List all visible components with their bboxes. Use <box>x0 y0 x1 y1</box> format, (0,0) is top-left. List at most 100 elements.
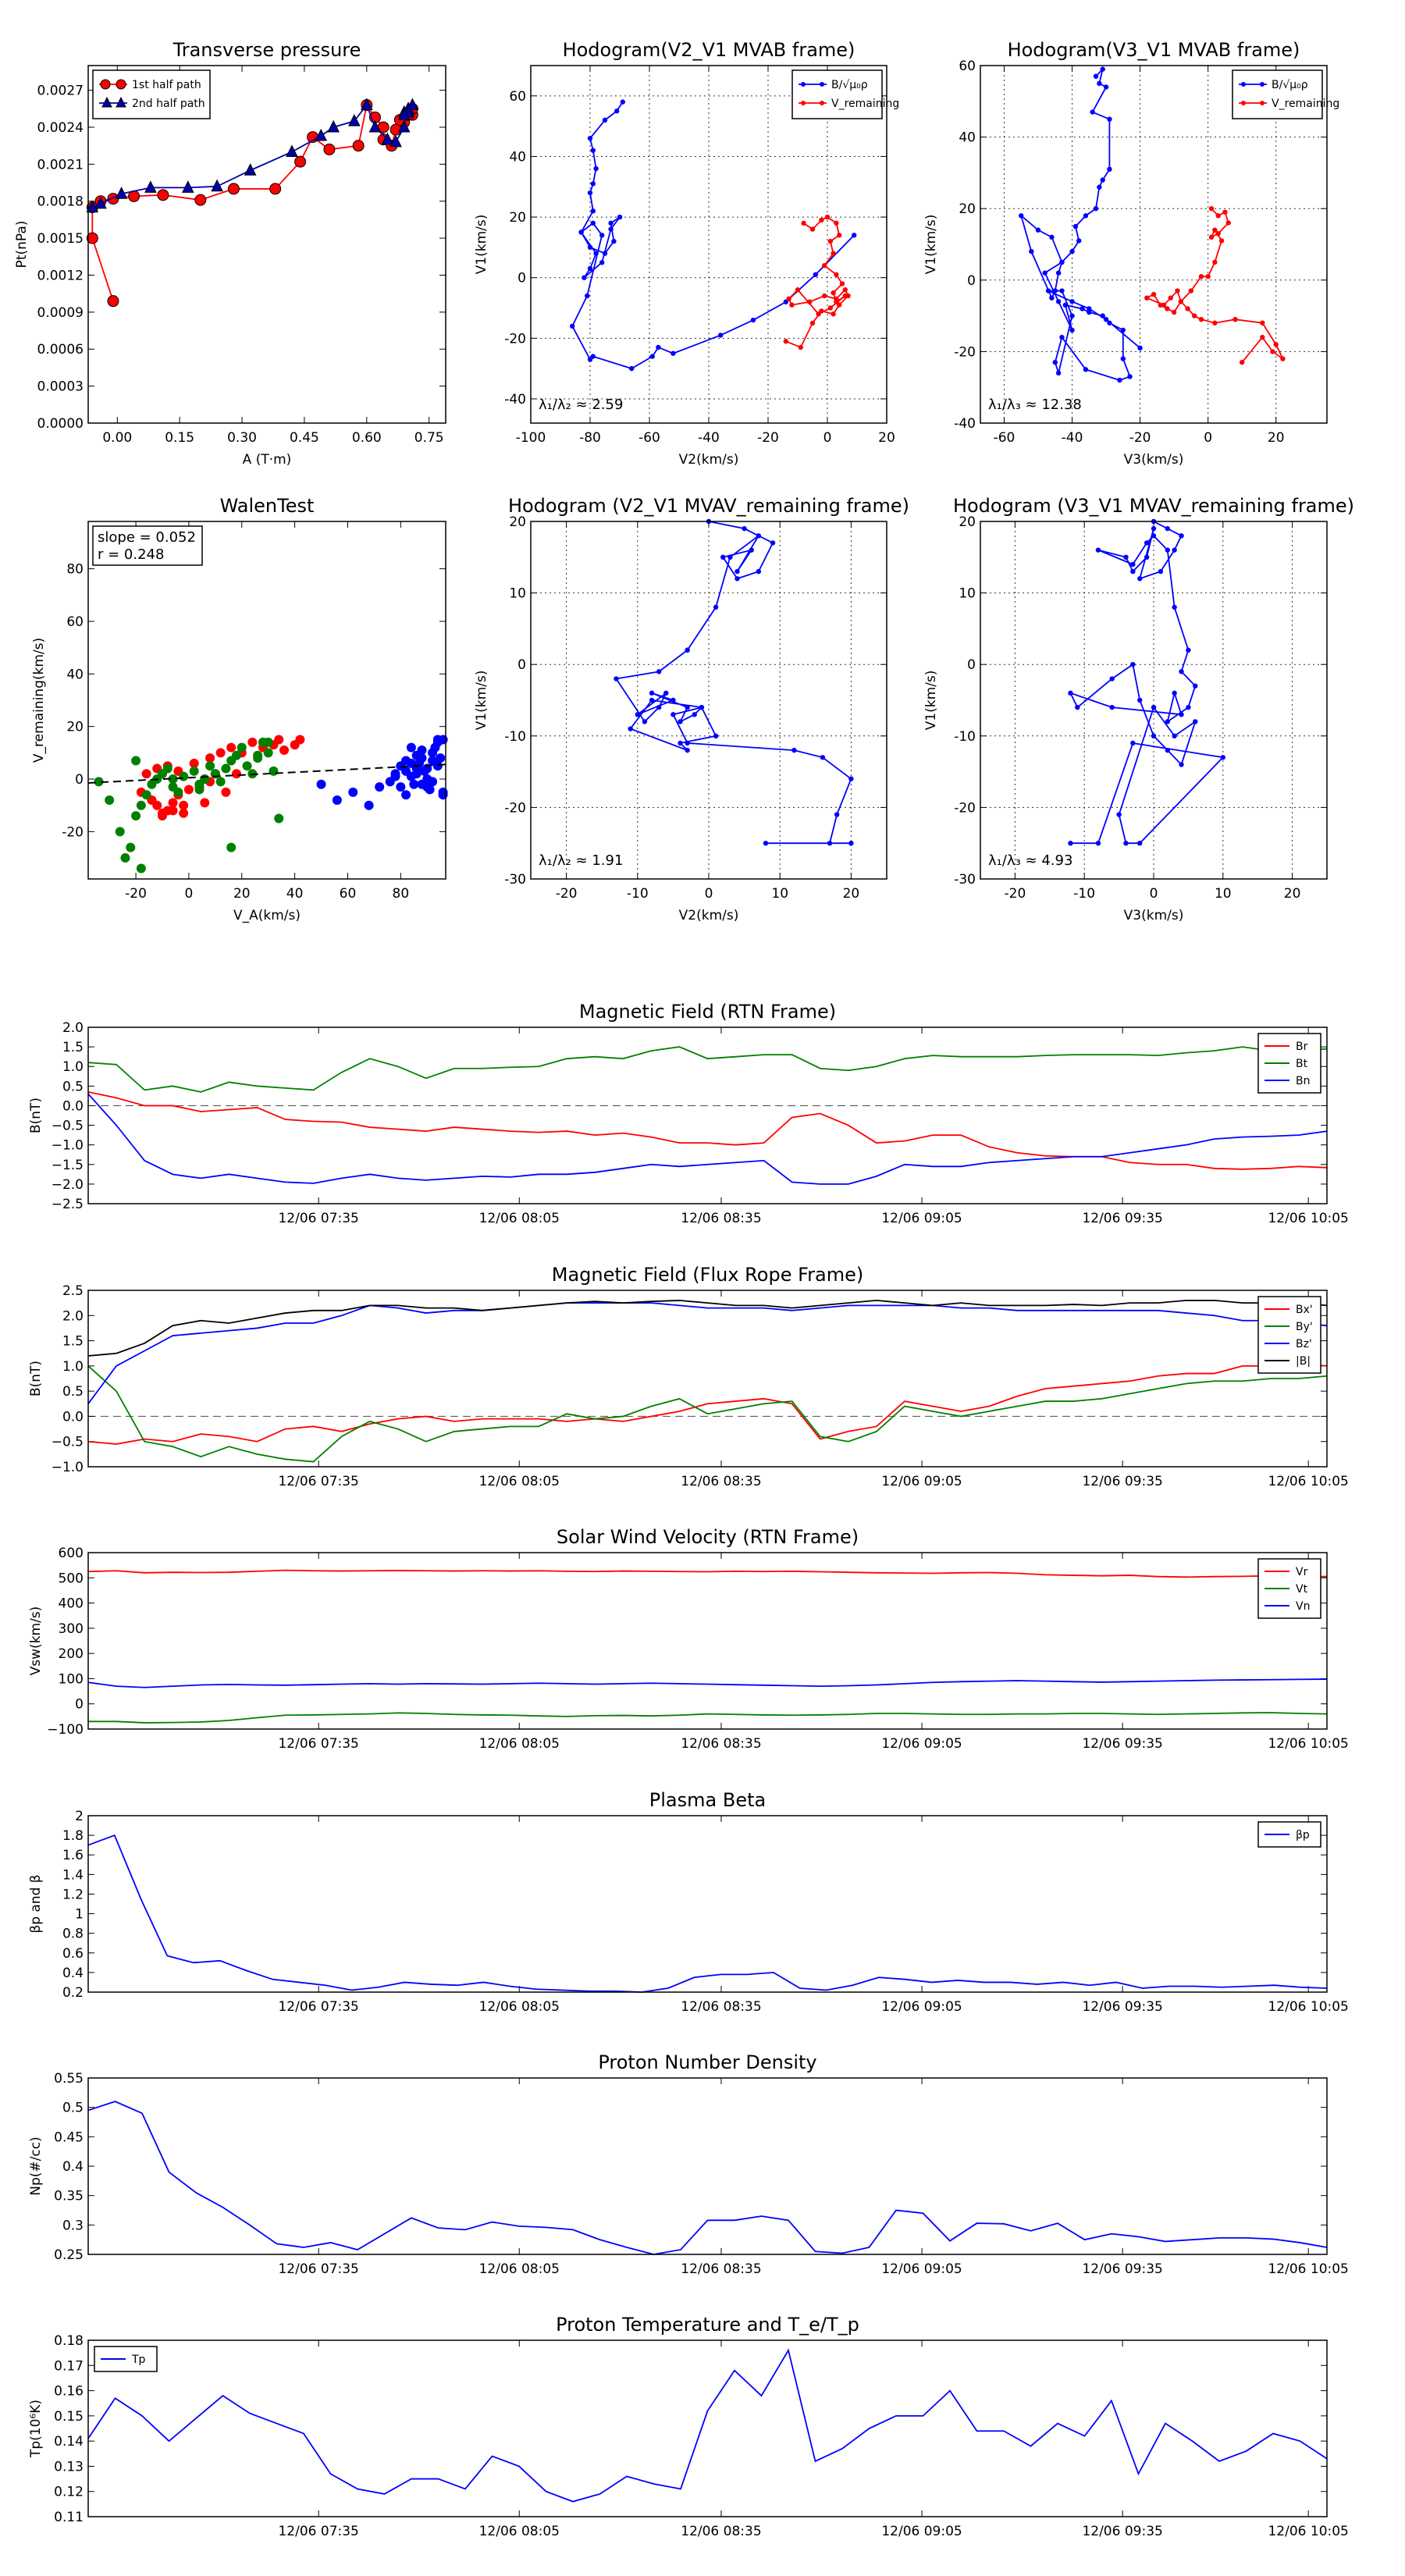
data-point <box>1144 554 1150 560</box>
data-point <box>1059 288 1065 294</box>
y-tick-label: 0.0021 <box>37 157 84 173</box>
y-tick-label: 0 <box>75 772 84 788</box>
data-point <box>1144 540 1150 546</box>
x-tick-label: -20 <box>757 430 779 446</box>
x-tick-label: 12/06 08:05 <box>479 1736 560 1752</box>
x-tick-label: 0 <box>823 430 832 446</box>
y-tick-label: 300 <box>59 1621 84 1637</box>
data-point <box>406 98 419 111</box>
y-tick-label: 0.0015 <box>37 231 84 247</box>
data-point <box>1117 377 1122 383</box>
data-point <box>1080 306 1085 311</box>
y-tick-label: 60 <box>509 89 526 105</box>
series-line-Bx' <box>87 1362 1328 1445</box>
y-tick-label: 0.17 <box>54 2358 84 2374</box>
x-tick-label: 12/06 08:35 <box>681 1474 761 1489</box>
y-tick-label: -30 <box>504 872 526 888</box>
data-point <box>827 238 834 244</box>
x-tick-label: 12/06 10:05 <box>1268 1474 1348 1489</box>
x-tick-label: 20 <box>1268 430 1285 446</box>
x-axis-label: A (T·m) <box>243 452 292 468</box>
data-point <box>294 155 307 168</box>
legend-label: βp <box>1296 1829 1310 1841</box>
data-point <box>1069 313 1075 318</box>
data-point <box>786 296 791 302</box>
series-line <box>571 101 855 370</box>
y-tick-label: -20 <box>504 800 526 816</box>
y-axis-label: βp and β <box>28 1874 44 1933</box>
data-point <box>1090 109 1095 115</box>
legend-label: By' <box>1296 1321 1313 1333</box>
data-point <box>1205 274 1211 279</box>
x-tick-label: 12/06 09:35 <box>1082 2261 1162 2277</box>
y-tick-label: −100 <box>47 1722 84 1738</box>
data-point <box>831 311 836 317</box>
y-tick-label: 0.4 <box>62 1966 84 1981</box>
data-point <box>396 782 406 792</box>
y-tick-label: 0.5 <box>62 2101 84 2116</box>
chart-title: Hodogram (V2_V1 MVAV_remaining frame) <box>508 495 909 517</box>
data-point <box>183 785 194 795</box>
data-point <box>795 287 801 293</box>
legend-marker <box>820 82 824 87</box>
legend-label: B/√μ₀ρ <box>831 79 868 91</box>
data-point <box>269 183 282 195</box>
y-tick-label: −2.5 <box>52 1197 84 1212</box>
y-tick-label: 1 <box>75 1907 84 1923</box>
data-point <box>274 813 284 824</box>
data-point <box>587 135 593 141</box>
legend-marker <box>1260 101 1264 105</box>
data-point <box>86 200 99 213</box>
data-point <box>1109 676 1115 681</box>
data-point <box>1029 248 1034 254</box>
data-point <box>1123 554 1129 560</box>
x-axis-label: V3(km/s) <box>1124 908 1184 923</box>
data-point <box>1045 288 1051 294</box>
data-point <box>409 779 419 789</box>
y-tick-label: 0.4 <box>62 2159 84 2175</box>
x-tick-label: 12/06 07:35 <box>278 1474 358 1489</box>
data-point <box>1123 841 1129 846</box>
x-tick-label: -100 <box>516 430 546 446</box>
data-point <box>649 690 655 696</box>
data-point <box>590 208 596 214</box>
data-point <box>242 761 252 771</box>
data-point <box>411 769 422 779</box>
legend-marker <box>1241 82 1246 87</box>
y-tick-label: −1.5 <box>52 1158 84 1173</box>
x-tick-label: 12/06 09:35 <box>1082 1474 1162 1489</box>
x-tick-label: 12/06 08:35 <box>681 2524 761 2539</box>
data-point <box>820 755 826 760</box>
data-point <box>587 265 593 272</box>
data-point <box>1083 213 1089 219</box>
y-tick-label: 1.2 <box>62 1887 84 1902</box>
y-tick-label: -20 <box>62 824 84 840</box>
x-tick-label: -60 <box>638 430 660 446</box>
data-point <box>1052 359 1058 365</box>
chart-title: Hodogram(V3_V1 MVAB frame) <box>1008 39 1300 61</box>
data-point <box>168 806 178 816</box>
data-point <box>1185 306 1190 311</box>
chart-title: Proton Temperature and T_e/T_p <box>556 2314 859 2336</box>
y-tick-label: 20 <box>66 720 84 735</box>
y-axis-label: B(nT) <box>28 1361 44 1397</box>
data-point <box>1225 220 1231 226</box>
data-point <box>1186 704 1191 710</box>
data-point <box>332 795 342 805</box>
data-point <box>401 756 411 766</box>
data-point <box>438 787 448 797</box>
data-point <box>1049 234 1055 240</box>
x-tick-label: 12/06 08:05 <box>479 1474 560 1489</box>
ratio-annotation: λ₁/λ₂ ≈ 1.91 <box>539 852 623 869</box>
x-tick-label: -80 <box>579 430 601 446</box>
data-point <box>1222 209 1228 215</box>
series-line-Tp <box>87 2348 1328 2503</box>
y-tick-label: 0.35 <box>54 2189 84 2204</box>
y-tick-label: 2.0 <box>62 1308 84 1324</box>
data-point <box>375 782 385 792</box>
legend-label: Br <box>1296 1041 1308 1053</box>
y-tick-label: 0.16 <box>54 2384 84 2400</box>
data-point <box>649 697 655 703</box>
x-tick-label: 12/06 08:05 <box>479 2261 560 2277</box>
y-tick-label: 60 <box>959 59 976 74</box>
